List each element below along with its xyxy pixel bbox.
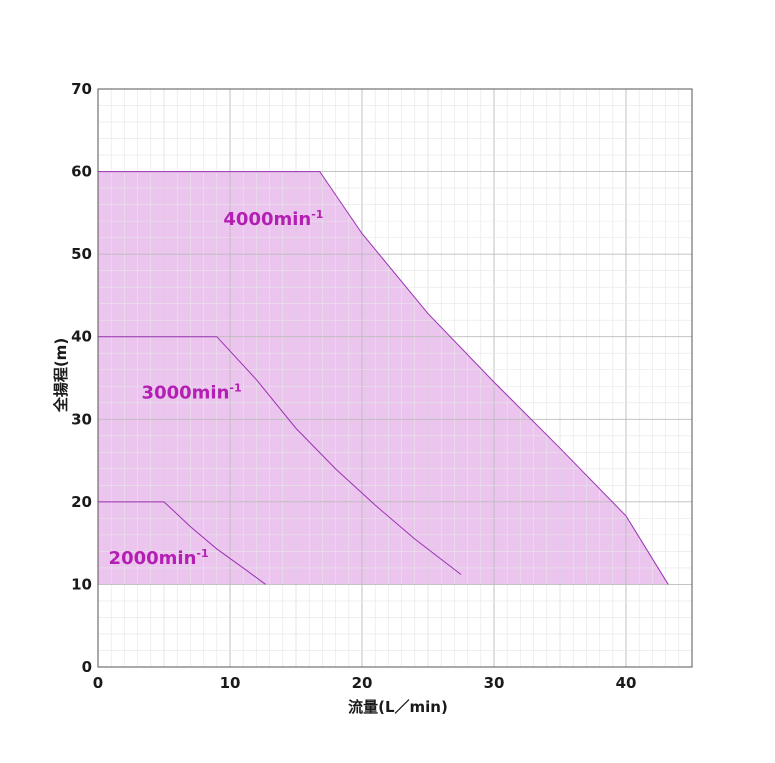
x-axis-label: 流量(L／min) <box>348 698 448 716</box>
series-label-2000min: 2000min-1 <box>109 547 209 569</box>
series-line-2000min <box>98 501 266 585</box>
y-tick-label: 0 <box>82 658 92 676</box>
y-tick-label: 30 <box>71 410 92 428</box>
series-label-3000min: 3000min-1 <box>142 382 242 404</box>
y-tick-label: 50 <box>71 245 92 263</box>
operating-range-fill <box>98 171 669 585</box>
series-label-4000min: 4000min-1 <box>223 208 323 230</box>
x-tick-label: 10 <box>220 674 241 692</box>
y-tick-label: 70 <box>71 80 92 98</box>
area-fill-0 <box>98 171 669 585</box>
tick-labels: 0 10 20 30 40 0 10 20 30 40 50 60 70 <box>71 80 636 692</box>
plot-border <box>97 88 693 668</box>
series-line-4000min <box>98 171 669 585</box>
series-labels: 4000min-1 3000min-1 2000min-1 <box>109 208 324 569</box>
y-tick-label: 20 <box>71 493 92 511</box>
y-tick-label: 60 <box>71 163 92 181</box>
y-tick-label: 40 <box>71 328 92 346</box>
y-axis-label: 全揚程(m) <box>52 338 70 413</box>
x-tick-label: 30 <box>484 674 505 692</box>
curve-lines <box>98 171 669 585</box>
x-tick-label: 20 <box>352 674 373 692</box>
y-tick-label: 10 <box>71 575 92 593</box>
x-tick-label: 0 <box>93 674 103 692</box>
x-tick-label: 40 <box>616 674 637 692</box>
series-line-3000min <box>98 336 462 575</box>
